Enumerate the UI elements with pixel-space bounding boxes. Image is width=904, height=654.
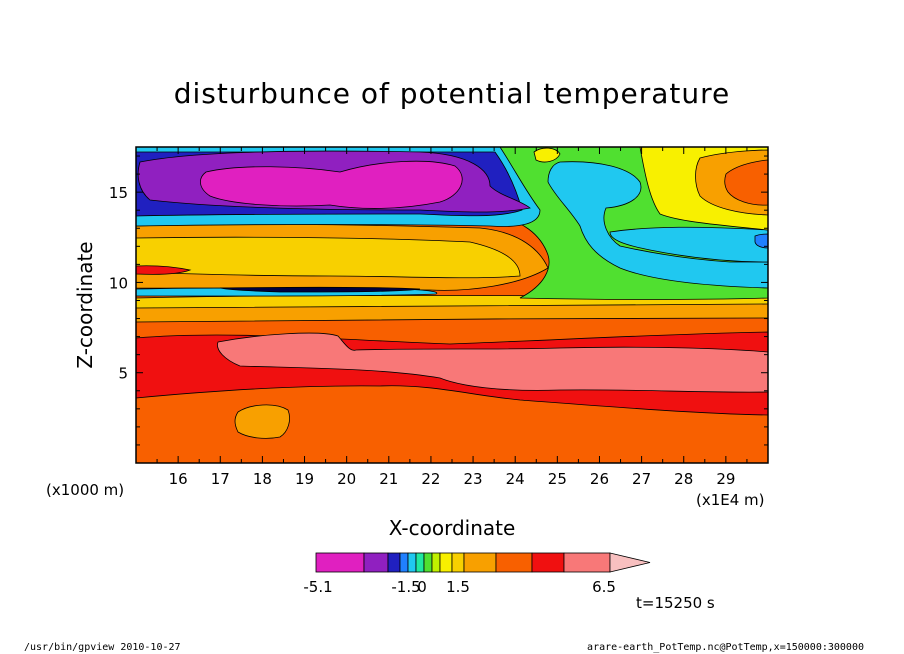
band-warm-core bbox=[217, 332, 768, 393]
colorbar-swatch bbox=[439, 552, 453, 573]
x-tick-label: 29 bbox=[716, 470, 735, 488]
colorbar-swatch bbox=[431, 552, 441, 573]
colorbar-swatch bbox=[531, 552, 565, 573]
colorbar-swatch bbox=[423, 552, 433, 573]
x-tick-label: 19 bbox=[295, 470, 314, 488]
band-blue-right bbox=[754, 233, 768, 249]
colorbar-label: 1.5 bbox=[446, 578, 470, 596]
x-unit-left: (x1000 m) bbox=[46, 481, 124, 499]
x-tick-label: 22 bbox=[421, 470, 440, 488]
x-tick-label: 21 bbox=[379, 470, 398, 488]
band-cyan-right bbox=[609, 226, 768, 263]
x-tick-label: 27 bbox=[632, 470, 651, 488]
y-axis-label: Z-coordinate bbox=[73, 241, 97, 368]
x-tick-label: 25 bbox=[548, 470, 567, 488]
colorbar-label: -1.5 bbox=[391, 578, 420, 596]
y-axis: 5 10 15 bbox=[109, 155, 768, 446]
colorbar-swatch bbox=[399, 552, 409, 573]
x-tick-label: 20 bbox=[337, 470, 356, 488]
colorbar-swatch bbox=[363, 552, 389, 573]
x-axis-label: X-coordinate bbox=[389, 516, 516, 540]
y-tick-label: 10 bbox=[109, 274, 128, 292]
band-upper-yellow bbox=[136, 236, 521, 279]
band-upper-red-strip bbox=[136, 265, 192, 275]
x-tick-label: 18 bbox=[253, 470, 272, 488]
colorbar-swatch bbox=[407, 552, 417, 573]
x-axis: 16 17 18 19 20 21 22 23 24 25 26 27 28 29 bbox=[156, 147, 748, 488]
x-tick-label: 16 bbox=[169, 470, 188, 488]
x-tick-label: 28 bbox=[674, 470, 693, 488]
colorbar bbox=[315, 552, 651, 573]
colorbar-swatch bbox=[463, 552, 497, 573]
time-label: t=15250 s bbox=[636, 594, 715, 612]
y-tick-label: 5 bbox=[118, 365, 128, 383]
footer-right: arare-earth_PotTemp.nc@PotTemp,x=150000:… bbox=[587, 642, 864, 653]
band-deep-orange-upper-right bbox=[724, 159, 768, 206]
contour-field bbox=[136, 147, 768, 463]
x-tick-label: 24 bbox=[506, 470, 525, 488]
y-tick-label: 15 bbox=[109, 184, 128, 202]
colorbar-swatch bbox=[563, 552, 611, 573]
colorbar-label: -5.1 bbox=[303, 578, 332, 596]
colorbar-labels: -5.1 -1.50 1.5 6.5 bbox=[303, 578, 616, 596]
footer-left: /usr/bin/gpview 2010-10-27 bbox=[24, 642, 181, 653]
colorbar-swatch bbox=[415, 552, 425, 573]
band-cold-core bbox=[200, 160, 463, 209]
colorbar-label: 0 bbox=[417, 578, 427, 596]
x-tick-label: 17 bbox=[211, 470, 230, 488]
band-yellow-spot bbox=[533, 147, 561, 163]
x-tick-label: 23 bbox=[464, 470, 483, 488]
colorbar-label: 6.5 bbox=[592, 578, 616, 596]
band-dark-strip bbox=[219, 286, 421, 293]
chart-title: disturbunce of potential temperature bbox=[174, 77, 731, 110]
colorbar-swatch bbox=[315, 552, 365, 573]
x-unit-right: (x1E4 m) bbox=[696, 491, 765, 509]
colorbar-swatch bbox=[387, 552, 401, 573]
x-tick-label: 26 bbox=[590, 470, 609, 488]
colorbar-arrow bbox=[609, 552, 651, 573]
colorbar-swatch bbox=[451, 552, 465, 573]
colorbar-swatch bbox=[495, 552, 533, 573]
band-orange-blob bbox=[234, 404, 290, 439]
